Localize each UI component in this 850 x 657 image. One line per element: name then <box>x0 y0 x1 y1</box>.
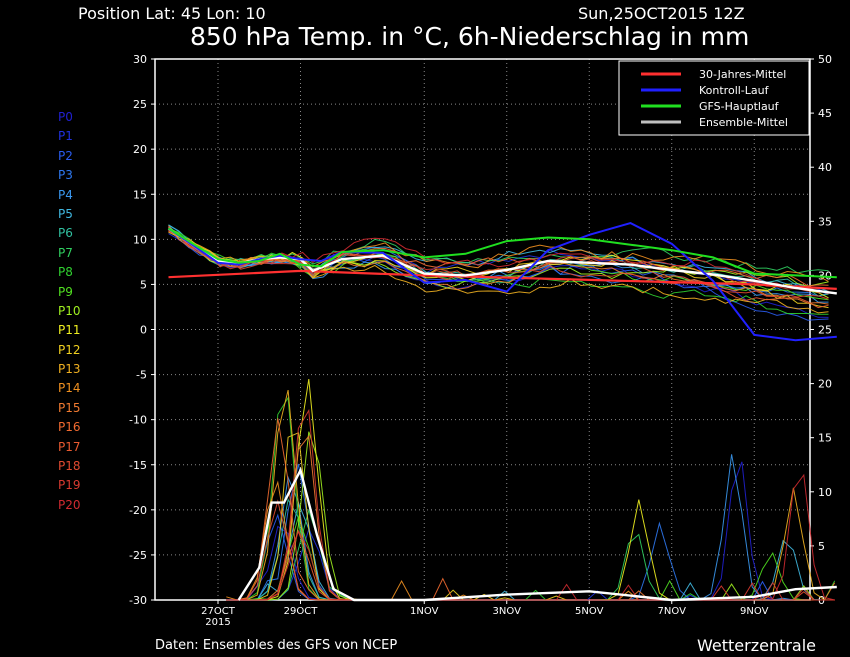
member-temp-line-p15 <box>168 231 829 305</box>
member-label-p2: P2 <box>58 148 73 163</box>
member-precip-line-p11 <box>226 379 835 601</box>
member-label-p19: P19 <box>58 478 81 493</box>
y-left-tick-label: 20 <box>133 143 147 156</box>
y-right-tick-label: 40 <box>818 161 832 174</box>
member-temp-line-p17 <box>168 227 829 309</box>
brand-label: Wetterzentrale <box>697 636 817 655</box>
ensemble-member-legend: P0 P1 P2 P3 P4 P5 P6 P7 P8 P9 P10 P11 P12 P13 P14 P15 P1… <box>58 108 81 515</box>
legend-label: Kontroll-Lauf <box>699 84 770 97</box>
member-label-p12: P12 <box>58 342 81 357</box>
y-left-tick-label: 5 <box>140 278 147 291</box>
y-right-tick-label: 25 <box>818 324 832 337</box>
y-right-tick-label: 45 <box>818 107 832 120</box>
x-tick-label: 27OCT <box>201 606 236 617</box>
member-label-p9: P9 <box>58 284 73 299</box>
y-left-tick-label: -30 <box>129 594 147 607</box>
legend-label: GFS-Hauptlauf <box>699 100 780 113</box>
y-left-tick-label: -5 <box>136 369 147 382</box>
member-label-p18: P18 <box>58 459 81 474</box>
x-tick-label: 5NOV <box>575 606 604 617</box>
x-tick-sublabel: 2015 <box>205 617 230 628</box>
x-tick-label: 1NOV <box>410 606 439 617</box>
member-label-p3: P3 <box>58 168 73 183</box>
x-tick-label: 7NOV <box>658 606 687 617</box>
y-left-tick-label: -10 <box>129 414 147 427</box>
series-line-ensemble-mittel-niederschlag <box>237 466 837 602</box>
member-label-p13: P13 <box>58 362 81 377</box>
y-right-tick-label: 20 <box>818 378 832 391</box>
y-right-tick-label: 5 <box>818 540 825 553</box>
y-left-tick-label: 25 <box>133 98 147 111</box>
x-tick-label: 9NOV <box>740 606 769 617</box>
member-label-p20: P20 <box>58 497 81 512</box>
y-left-tick-label: 10 <box>133 233 147 246</box>
x-tick-label: 29OCT <box>284 606 319 617</box>
member-precip-line-p6 <box>226 498 835 601</box>
member-label-p0: P0 <box>58 110 73 124</box>
y-left-tick-label: 30 <box>133 53 147 66</box>
member-label-p15: P15 <box>58 400 81 415</box>
y-right-tick-label: 50 <box>818 53 832 66</box>
member-label-p1: P1 <box>58 129 73 144</box>
member-precip-line-p18 <box>226 499 835 601</box>
x-tick-label: 3NOV <box>493 606 522 617</box>
y-left-tick-label: -25 <box>129 549 147 562</box>
member-label-p5: P5 <box>58 206 73 221</box>
member-label-p4: P4 <box>58 187 73 202</box>
series-line-30-jahres-mittel <box>168 269 837 290</box>
member-label-p14: P14 <box>58 381 81 396</box>
data-source-label: Daten: Ensembles des GFS von NCEP <box>155 638 398 653</box>
y-left-tick-label: -20 <box>129 504 147 517</box>
y-left-tick-label: 15 <box>133 188 147 201</box>
member-label-p7: P7 <box>58 245 73 260</box>
member-precip-line-p13 <box>226 389 835 601</box>
legend-label: Ensemble-Mittel <box>699 116 788 129</box>
y-right-tick-label: 10 <box>818 486 832 499</box>
member-precip-line-p17 <box>226 529 835 601</box>
y-left-tick-label: -15 <box>129 459 147 472</box>
chart-title: 850 hPa Temp. in °C, 6h-Niederschlag in … <box>190 22 750 51</box>
member-label-p17: P17 <box>58 439 81 454</box>
y-right-tick-label: 15 <box>818 432 832 445</box>
member-precip-line-p20 <box>226 473 835 601</box>
member-label-p11: P11 <box>58 323 81 338</box>
legend-label: 30-Jahres-Mittel <box>699 68 786 81</box>
member-label-p16: P16 <box>58 420 81 435</box>
member-precip-line-p8 <box>226 396 836 601</box>
member-label-p8: P8 <box>58 265 73 280</box>
member-temp-line-p7 <box>168 226 829 274</box>
member-label-p10: P10 <box>58 303 81 318</box>
series-line-gfs-hauptlauf <box>167 227 837 279</box>
y-right-tick-label: 35 <box>818 215 832 228</box>
run-date-label: Sun,25OCT2015 12Z <box>578 4 745 23</box>
member-temp-line-p5 <box>168 224 829 292</box>
member-label-p6: P6 <box>58 226 73 241</box>
position-label: Position Lat: 45 Lon: 10 <box>78 4 266 23</box>
y-left-tick-label: 0 <box>140 324 147 337</box>
